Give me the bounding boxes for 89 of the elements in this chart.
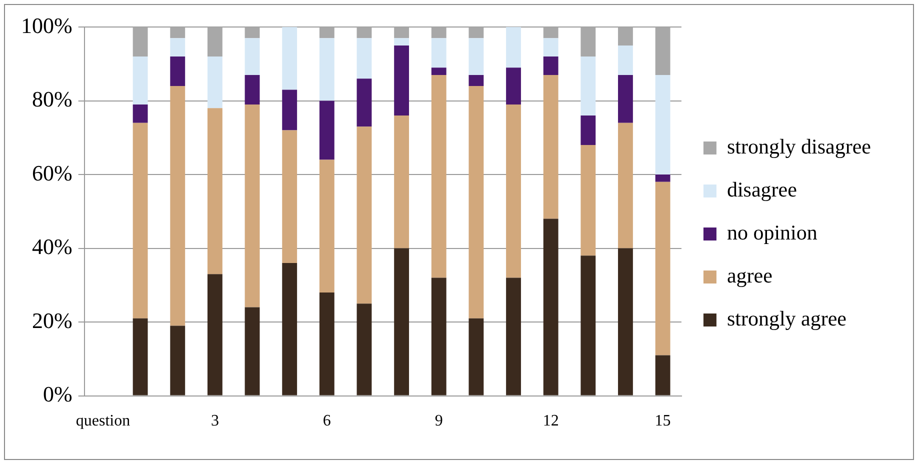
y-tick-label: 80% xyxy=(32,86,72,112)
bar xyxy=(580,27,596,57)
y-tick-label: 40% xyxy=(32,234,72,260)
bar xyxy=(580,145,596,256)
bar xyxy=(207,27,222,57)
bar xyxy=(655,174,670,182)
bar xyxy=(431,27,446,38)
bar xyxy=(170,326,186,396)
bar xyxy=(394,116,410,248)
y-tick-label: 100% xyxy=(21,12,72,38)
bar xyxy=(506,104,521,278)
bar xyxy=(356,78,372,127)
bar xyxy=(244,27,260,38)
x-tick-label: 6 xyxy=(322,412,331,430)
bar xyxy=(356,38,372,79)
bar xyxy=(618,122,633,248)
bar xyxy=(132,104,148,123)
bar xyxy=(132,318,148,396)
bar xyxy=(655,74,670,175)
bar xyxy=(580,56,596,116)
bar xyxy=(244,74,260,104)
bar xyxy=(468,74,484,86)
bar xyxy=(618,74,633,123)
bar xyxy=(132,56,148,104)
bar xyxy=(431,74,446,278)
bar xyxy=(431,68,446,75)
bar xyxy=(170,38,186,57)
bar xyxy=(543,56,558,75)
bar xyxy=(244,104,260,308)
bar xyxy=(394,248,410,396)
x-tick-label: 12 xyxy=(542,412,559,430)
bar xyxy=(543,38,558,57)
x-tick-label: 15 xyxy=(654,412,671,430)
bar xyxy=(356,126,372,304)
legend-label: strongly agree xyxy=(726,306,846,331)
bar xyxy=(506,278,521,396)
bar xyxy=(468,318,484,396)
legend-label: agree xyxy=(726,264,772,288)
bar xyxy=(319,100,334,160)
bar xyxy=(356,27,372,38)
bar xyxy=(394,27,410,38)
bar xyxy=(170,27,186,38)
bar xyxy=(543,27,558,38)
bar xyxy=(506,68,521,104)
bar xyxy=(468,86,484,318)
bar xyxy=(618,27,633,46)
bar xyxy=(543,74,558,219)
y-tick-label: 60% xyxy=(32,160,72,186)
bar xyxy=(282,263,298,396)
bar xyxy=(319,292,334,396)
bar xyxy=(244,307,260,396)
x-tick-label: 3 xyxy=(210,412,219,430)
y-tick-label: 0% xyxy=(43,382,72,407)
bar xyxy=(394,45,410,116)
bar xyxy=(580,256,596,396)
bar xyxy=(282,27,298,90)
bar xyxy=(282,90,298,130)
bar xyxy=(132,27,148,57)
bar xyxy=(655,182,670,356)
bar xyxy=(543,218,558,396)
bar xyxy=(618,248,633,396)
bar xyxy=(282,130,298,264)
bar xyxy=(244,38,260,75)
x-tick-label: 9 xyxy=(434,412,443,430)
bar xyxy=(132,122,148,318)
y-tick-label: 20% xyxy=(32,308,72,333)
bar xyxy=(580,116,596,146)
bar xyxy=(170,56,186,86)
bar xyxy=(655,27,670,75)
bar xyxy=(207,108,222,274)
bar xyxy=(431,278,446,396)
bar xyxy=(207,56,222,108)
bar xyxy=(431,38,446,68)
bar xyxy=(468,27,484,38)
legend-label: no opinion xyxy=(726,220,818,245)
legend-label: disagree xyxy=(726,178,797,202)
bar xyxy=(468,38,484,75)
bar xyxy=(319,38,334,101)
bar xyxy=(319,27,334,38)
bar xyxy=(618,45,633,75)
bar xyxy=(170,86,186,326)
bar xyxy=(394,38,410,46)
bar xyxy=(356,304,372,396)
x-tick-label: question xyxy=(76,412,130,430)
bar xyxy=(506,27,521,68)
bar xyxy=(655,355,670,396)
legend-label: strongly disagree xyxy=(726,134,871,159)
bar xyxy=(207,274,222,396)
bar xyxy=(319,160,334,293)
